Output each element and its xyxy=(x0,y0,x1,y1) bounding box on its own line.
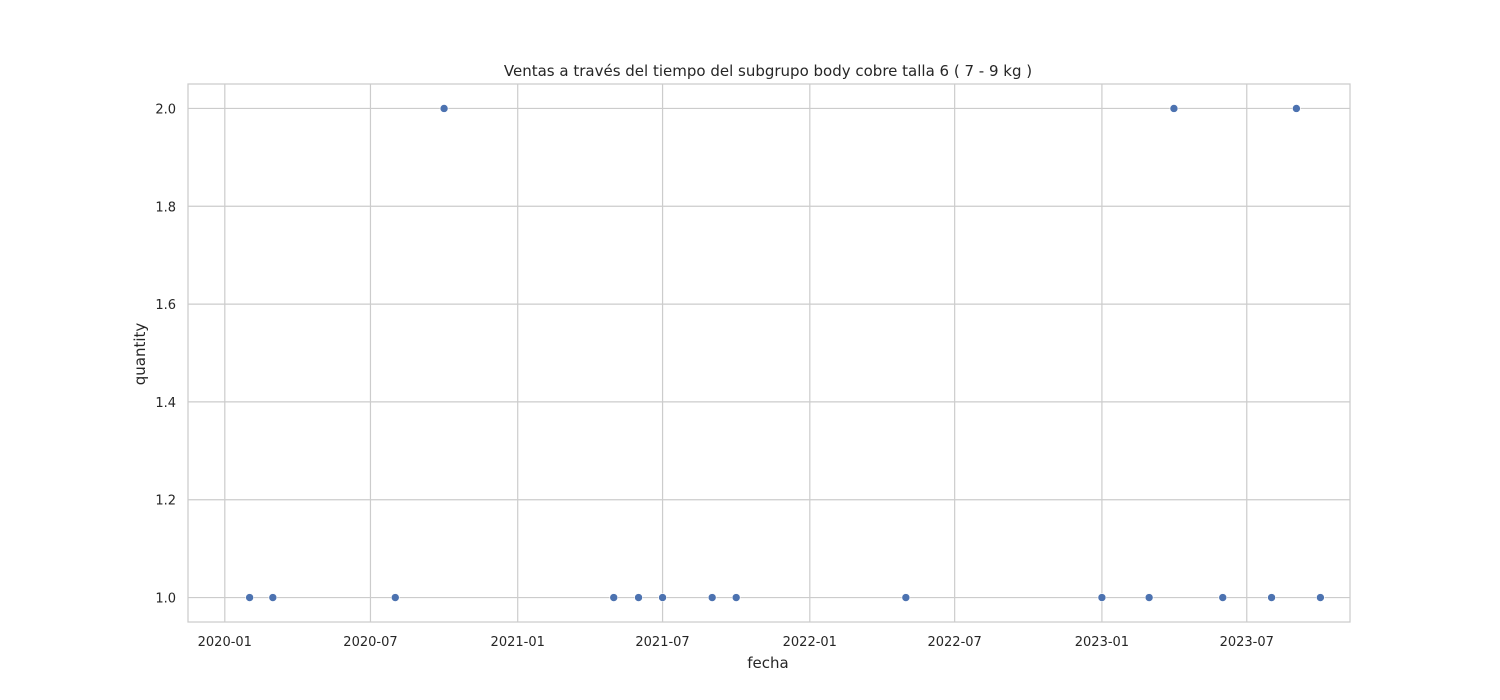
x-tick-label: 2020-07 xyxy=(343,635,397,650)
data-point xyxy=(1144,593,1154,602)
grid-lines xyxy=(188,84,1350,622)
data-point xyxy=(1097,593,1107,602)
data-point xyxy=(609,593,619,602)
y-tick-label: 1.4 xyxy=(155,396,176,411)
y-axis-ticks: 1.0 1.2 1.4 1.6 1.8 2.0 xyxy=(155,102,176,606)
chart-title: Ventas a través del tiempo del subgrupo … xyxy=(504,62,1032,80)
x-tick-label: 2021-07 xyxy=(635,635,689,650)
data-point xyxy=(439,104,449,113)
x-tick-label: 2021-01 xyxy=(491,635,545,650)
y-axis-label: quantity xyxy=(131,323,149,386)
data-point xyxy=(390,593,400,602)
y-tick-label: 1.6 xyxy=(155,298,176,313)
x-tick-label: 2020-01 xyxy=(198,635,252,650)
x-tick-label: 2022-01 xyxy=(783,635,837,650)
x-axis-label: fecha xyxy=(747,654,788,672)
x-tick-label: 2022-07 xyxy=(927,635,981,650)
data-point xyxy=(901,593,911,602)
data-point xyxy=(707,593,717,602)
y-tick-label: 1.2 xyxy=(155,494,176,509)
data-points xyxy=(245,104,1325,602)
data-point xyxy=(658,593,667,602)
data-point xyxy=(731,593,741,602)
plot-frame xyxy=(187,83,1351,623)
x-tick-label: 2023-01 xyxy=(1075,635,1129,650)
data-point xyxy=(1316,593,1325,602)
x-axis-ticks: 2020-01 2020-07 2021-01 2021-07 2022-01 2022-… xyxy=(198,635,1274,650)
y-tick-label: 1.0 xyxy=(155,592,176,607)
data-point xyxy=(1292,104,1301,113)
data-point xyxy=(634,593,643,602)
data-point xyxy=(1218,593,1228,602)
data-point xyxy=(1169,104,1179,113)
data-point xyxy=(268,593,278,602)
y-tick-label: 2.0 xyxy=(155,102,176,117)
x-tick-label: 2023-07 xyxy=(1220,635,1274,650)
y-tick-label: 1.8 xyxy=(155,200,176,215)
data-point xyxy=(245,593,254,602)
data-point xyxy=(1267,593,1276,602)
